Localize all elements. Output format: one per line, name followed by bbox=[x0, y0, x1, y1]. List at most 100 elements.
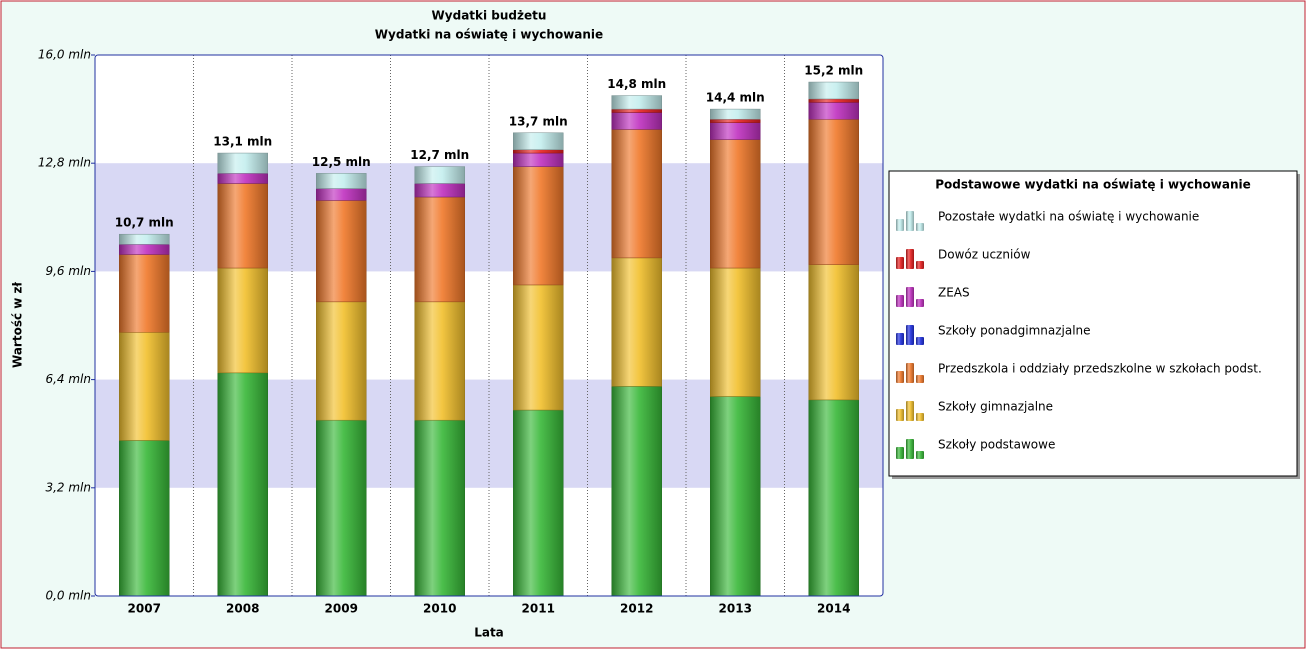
total-label: 10,7 mln bbox=[115, 216, 174, 230]
bar-segment bbox=[611, 112, 662, 130]
legend-icon bbox=[896, 257, 904, 269]
legend-icon bbox=[896, 295, 904, 307]
legend-icon bbox=[916, 375, 924, 383]
legend-icon bbox=[916, 261, 924, 269]
legend-label: Dowóz uczniów bbox=[938, 248, 1031, 262]
bar-segment bbox=[414, 301, 465, 421]
bar-segment bbox=[316, 173, 367, 189]
bar-segment bbox=[611, 257, 662, 387]
x-tick-label: 2014 bbox=[817, 602, 850, 616]
total-label: 13,7 mln bbox=[509, 114, 568, 128]
bar-segment bbox=[316, 419, 367, 597]
bar-segment bbox=[217, 152, 268, 174]
x-tick-label: 2007 bbox=[128, 602, 161, 616]
legend-icon bbox=[896, 371, 904, 383]
bar-segment bbox=[217, 372, 268, 597]
bar-segment bbox=[513, 166, 564, 286]
legend-label: Szkoły podstawowe bbox=[938, 438, 1055, 452]
bar-segment bbox=[611, 129, 662, 259]
y-tick-label: 0,0 mln bbox=[45, 589, 91, 603]
bar-segment bbox=[119, 440, 170, 597]
x-tick-label: 2013 bbox=[719, 602, 752, 616]
x-axis-label: Lata bbox=[474, 626, 504, 640]
bar-segment bbox=[414, 196, 465, 303]
y-axis-label: Wartość w zł bbox=[11, 281, 25, 367]
legend-icon bbox=[906, 211, 914, 231]
total-label: 13,1 mln bbox=[213, 135, 272, 149]
bar-segment bbox=[316, 200, 367, 303]
bar-segment bbox=[217, 173, 268, 184]
legend-icon bbox=[916, 413, 924, 421]
bar-segment bbox=[611, 95, 662, 110]
plot-border bbox=[94, 54, 884, 597]
bar-segment bbox=[808, 118, 859, 265]
legend-icon bbox=[906, 325, 914, 345]
legend-icon bbox=[896, 219, 904, 231]
bar-segment bbox=[217, 267, 268, 374]
y-tick-label: 6,4 mln bbox=[45, 372, 91, 386]
bar-segment bbox=[710, 267, 761, 397]
total-label: 12,7 mln bbox=[410, 148, 469, 162]
total-label: 14,8 mln bbox=[607, 77, 666, 91]
total-label: 15,2 mln bbox=[804, 64, 863, 78]
y-tick-label: 12,8 mln bbox=[38, 156, 91, 170]
legend-box bbox=[888, 170, 1298, 477]
bar-segment bbox=[119, 233, 170, 245]
legend-label: Pozostałe wydatki na oświatę i wychowani… bbox=[938, 210, 1199, 224]
legend-label: Szkoły ponadgimnazjalne bbox=[938, 324, 1091, 338]
bar-segment bbox=[710, 139, 761, 269]
bar-segment bbox=[414, 419, 465, 597]
legend-icon bbox=[906, 249, 914, 269]
legend-icon bbox=[906, 363, 914, 383]
legend-icon bbox=[916, 337, 924, 345]
bar-segment bbox=[611, 386, 662, 597]
chart-subtitle: Wydatki na oświatę i wychowanie bbox=[375, 28, 603, 42]
bar-segment bbox=[808, 102, 859, 120]
bar-segment bbox=[316, 301, 367, 421]
bar-segment bbox=[217, 183, 268, 269]
legend-title: Podstawowe wydatki na oświatę i wychowan… bbox=[935, 178, 1251, 192]
bar-segment bbox=[611, 108, 662, 113]
x-tick-label: 2009 bbox=[325, 602, 358, 616]
x-tick-label: 2008 bbox=[226, 602, 259, 616]
y-tick-label: 3,2 mln bbox=[45, 480, 91, 494]
legend-icon bbox=[896, 333, 904, 345]
bar-segment bbox=[316, 188, 367, 201]
legend-icon bbox=[916, 299, 924, 307]
bar-segment bbox=[808, 399, 859, 597]
bar-segment bbox=[710, 118, 761, 123]
legend-icon bbox=[896, 409, 904, 421]
bar-segment bbox=[119, 244, 170, 255]
bar-segment bbox=[513, 409, 564, 597]
bar-segment bbox=[808, 264, 859, 401]
y-tick-label: 9,6 mln bbox=[45, 264, 91, 278]
bar-segment bbox=[119, 332, 170, 441]
x-tick-label: 2011 bbox=[522, 602, 555, 616]
bar-segment bbox=[808, 81, 859, 100]
legend-icon bbox=[896, 447, 904, 459]
bar-segment bbox=[119, 254, 170, 333]
total-label: 14,4 mln bbox=[706, 91, 765, 105]
legend-label: Przedszkola i oddziały przedszkolne w sz… bbox=[938, 362, 1262, 376]
legend-icon bbox=[906, 401, 914, 421]
bar-segment bbox=[513, 132, 564, 150]
x-tick-label: 2012 bbox=[620, 602, 653, 616]
legend-label: Szkoły gimnazjalne bbox=[938, 400, 1053, 414]
bar-segment bbox=[513, 149, 564, 154]
legend-icon bbox=[906, 439, 914, 459]
bar-segment bbox=[513, 152, 564, 167]
bar-segment bbox=[513, 284, 564, 411]
legend-label: ZEAS bbox=[938, 286, 970, 300]
x-tick-label: 2010 bbox=[423, 602, 456, 616]
y-tick-label: 16,0 mln bbox=[38, 48, 91, 62]
bar-segment bbox=[710, 122, 761, 140]
bar-segment bbox=[710, 396, 761, 597]
chart-title: Wydatki budżetu bbox=[432, 9, 547, 23]
legend-icon bbox=[916, 223, 924, 231]
bar-segment bbox=[414, 166, 465, 184]
legend-icon bbox=[916, 451, 924, 459]
bar-segment bbox=[808, 98, 859, 103]
bar-segment bbox=[710, 108, 761, 120]
legend-icon bbox=[906, 287, 914, 307]
